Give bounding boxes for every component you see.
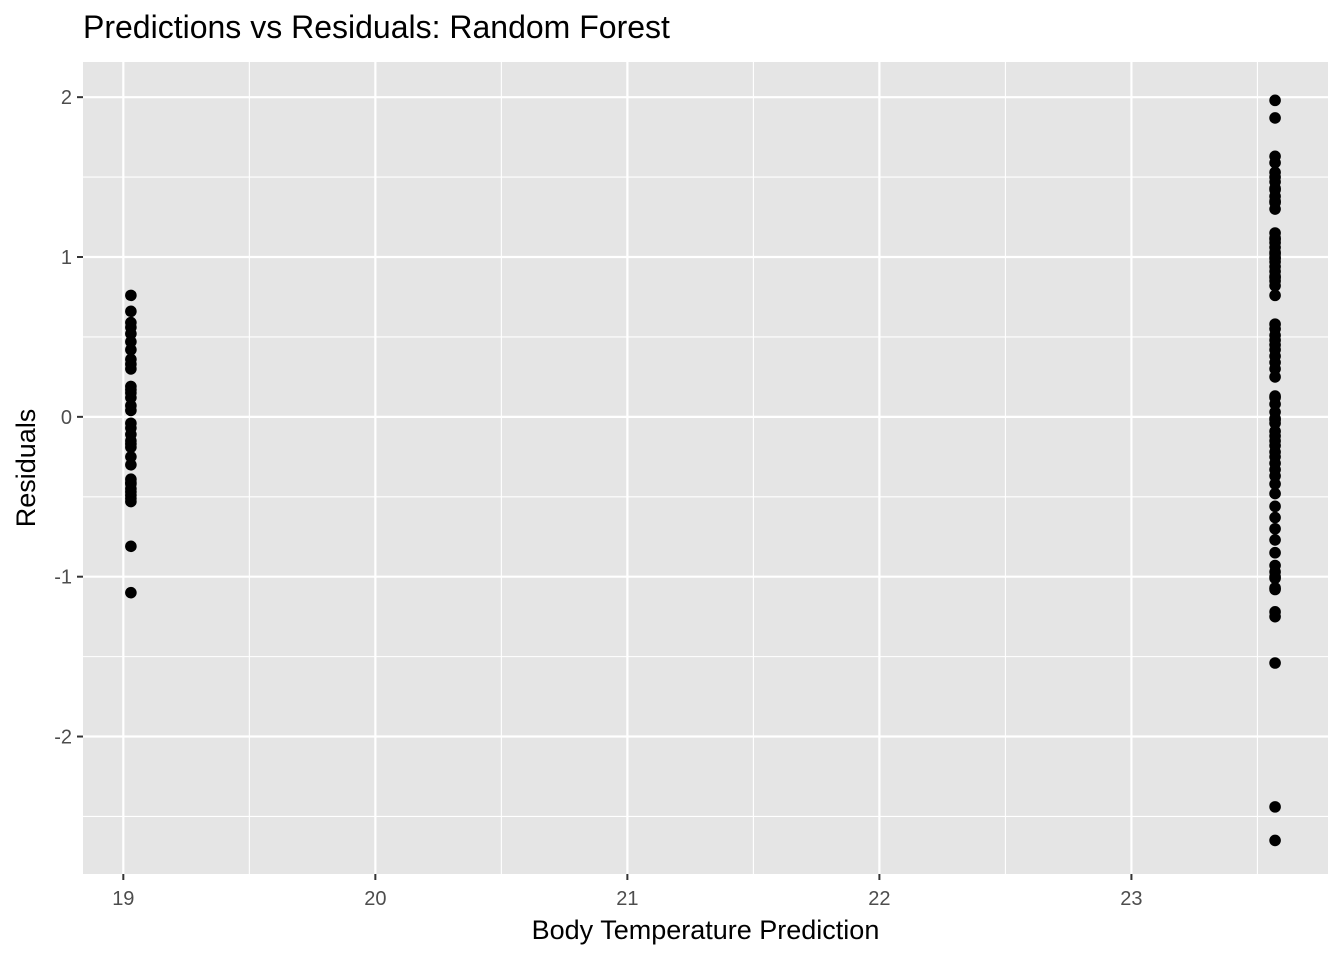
y-tick-label: 1	[61, 247, 72, 269]
data-point	[125, 451, 137, 463]
data-point	[1269, 329, 1281, 342]
data-point	[1269, 657, 1281, 669]
data-point	[125, 335, 137, 348]
data-point	[1269, 487, 1281, 500]
data-point	[1269, 583, 1281, 596]
y-tick-label: -1	[54, 567, 72, 589]
y-tick-label: 2	[61, 87, 72, 109]
data-point	[1269, 801, 1281, 813]
data-point	[125, 363, 137, 375]
x-axis: 19 20 21 22 23	[112, 874, 1143, 910]
data-point	[125, 459, 137, 471]
data-point	[1269, 195, 1281, 207]
data-point	[1269, 534, 1281, 546]
data-point	[1269, 184, 1281, 196]
data-point	[1269, 112, 1281, 124]
data-point	[1269, 371, 1281, 383]
x-tick-label: 20	[364, 888, 386, 910]
data-point	[1269, 834, 1281, 847]
x-axis-title: Body Temperature Prediction	[532, 915, 880, 945]
data-point	[1269, 203, 1281, 215]
x-tick-label: 22	[868, 888, 890, 910]
data-point	[1269, 252, 1281, 265]
y-tick-label: -2	[54, 727, 72, 749]
chart-title: Predictions vs Residuals: Random Forest	[83, 9, 670, 45]
data-point	[125, 495, 137, 508]
data-point	[1269, 343, 1281, 356]
data-point	[125, 289, 137, 302]
data-point	[125, 586, 137, 599]
y-tick-label: 0	[61, 407, 72, 429]
data-point	[125, 327, 137, 340]
data-point	[125, 391, 137, 404]
data-point	[125, 305, 137, 318]
data-point	[1269, 546, 1281, 559]
data-point	[1269, 233, 1281, 246]
data-point	[1269, 94, 1281, 107]
x-tick-label: 21	[616, 888, 638, 910]
major-gridlines	[83, 62, 1328, 874]
data-point	[125, 404, 137, 417]
data-point	[1269, 511, 1281, 524]
data-point	[1269, 414, 1281, 426]
data-point	[1269, 279, 1281, 292]
data-point	[1269, 500, 1281, 513]
data-point	[1269, 156, 1281, 169]
data-point	[1269, 478, 1281, 490]
data-point	[1269, 289, 1281, 302]
x-tick-label: 19	[112, 888, 134, 910]
data-point	[125, 540, 137, 553]
data-point	[1269, 610, 1281, 623]
minor-gridlines	[83, 62, 1328, 874]
data-point	[1269, 271, 1281, 284]
data-point	[1269, 457, 1281, 470]
data-point	[1269, 391, 1281, 404]
data-point	[1269, 570, 1281, 583]
y-axis: -2 -1 0 1 2	[54, 87, 83, 749]
data-point	[1269, 363, 1281, 375]
x-tick-label: 23	[1120, 888, 1142, 910]
data-point	[1269, 470, 1281, 482]
data-point	[125, 343, 137, 356]
data-point	[1269, 522, 1281, 535]
y-axis-title: Residuals	[11, 409, 41, 528]
data-point	[125, 441, 137, 454]
plot-panel	[83, 62, 1328, 874]
data-points	[125, 94, 1281, 847]
